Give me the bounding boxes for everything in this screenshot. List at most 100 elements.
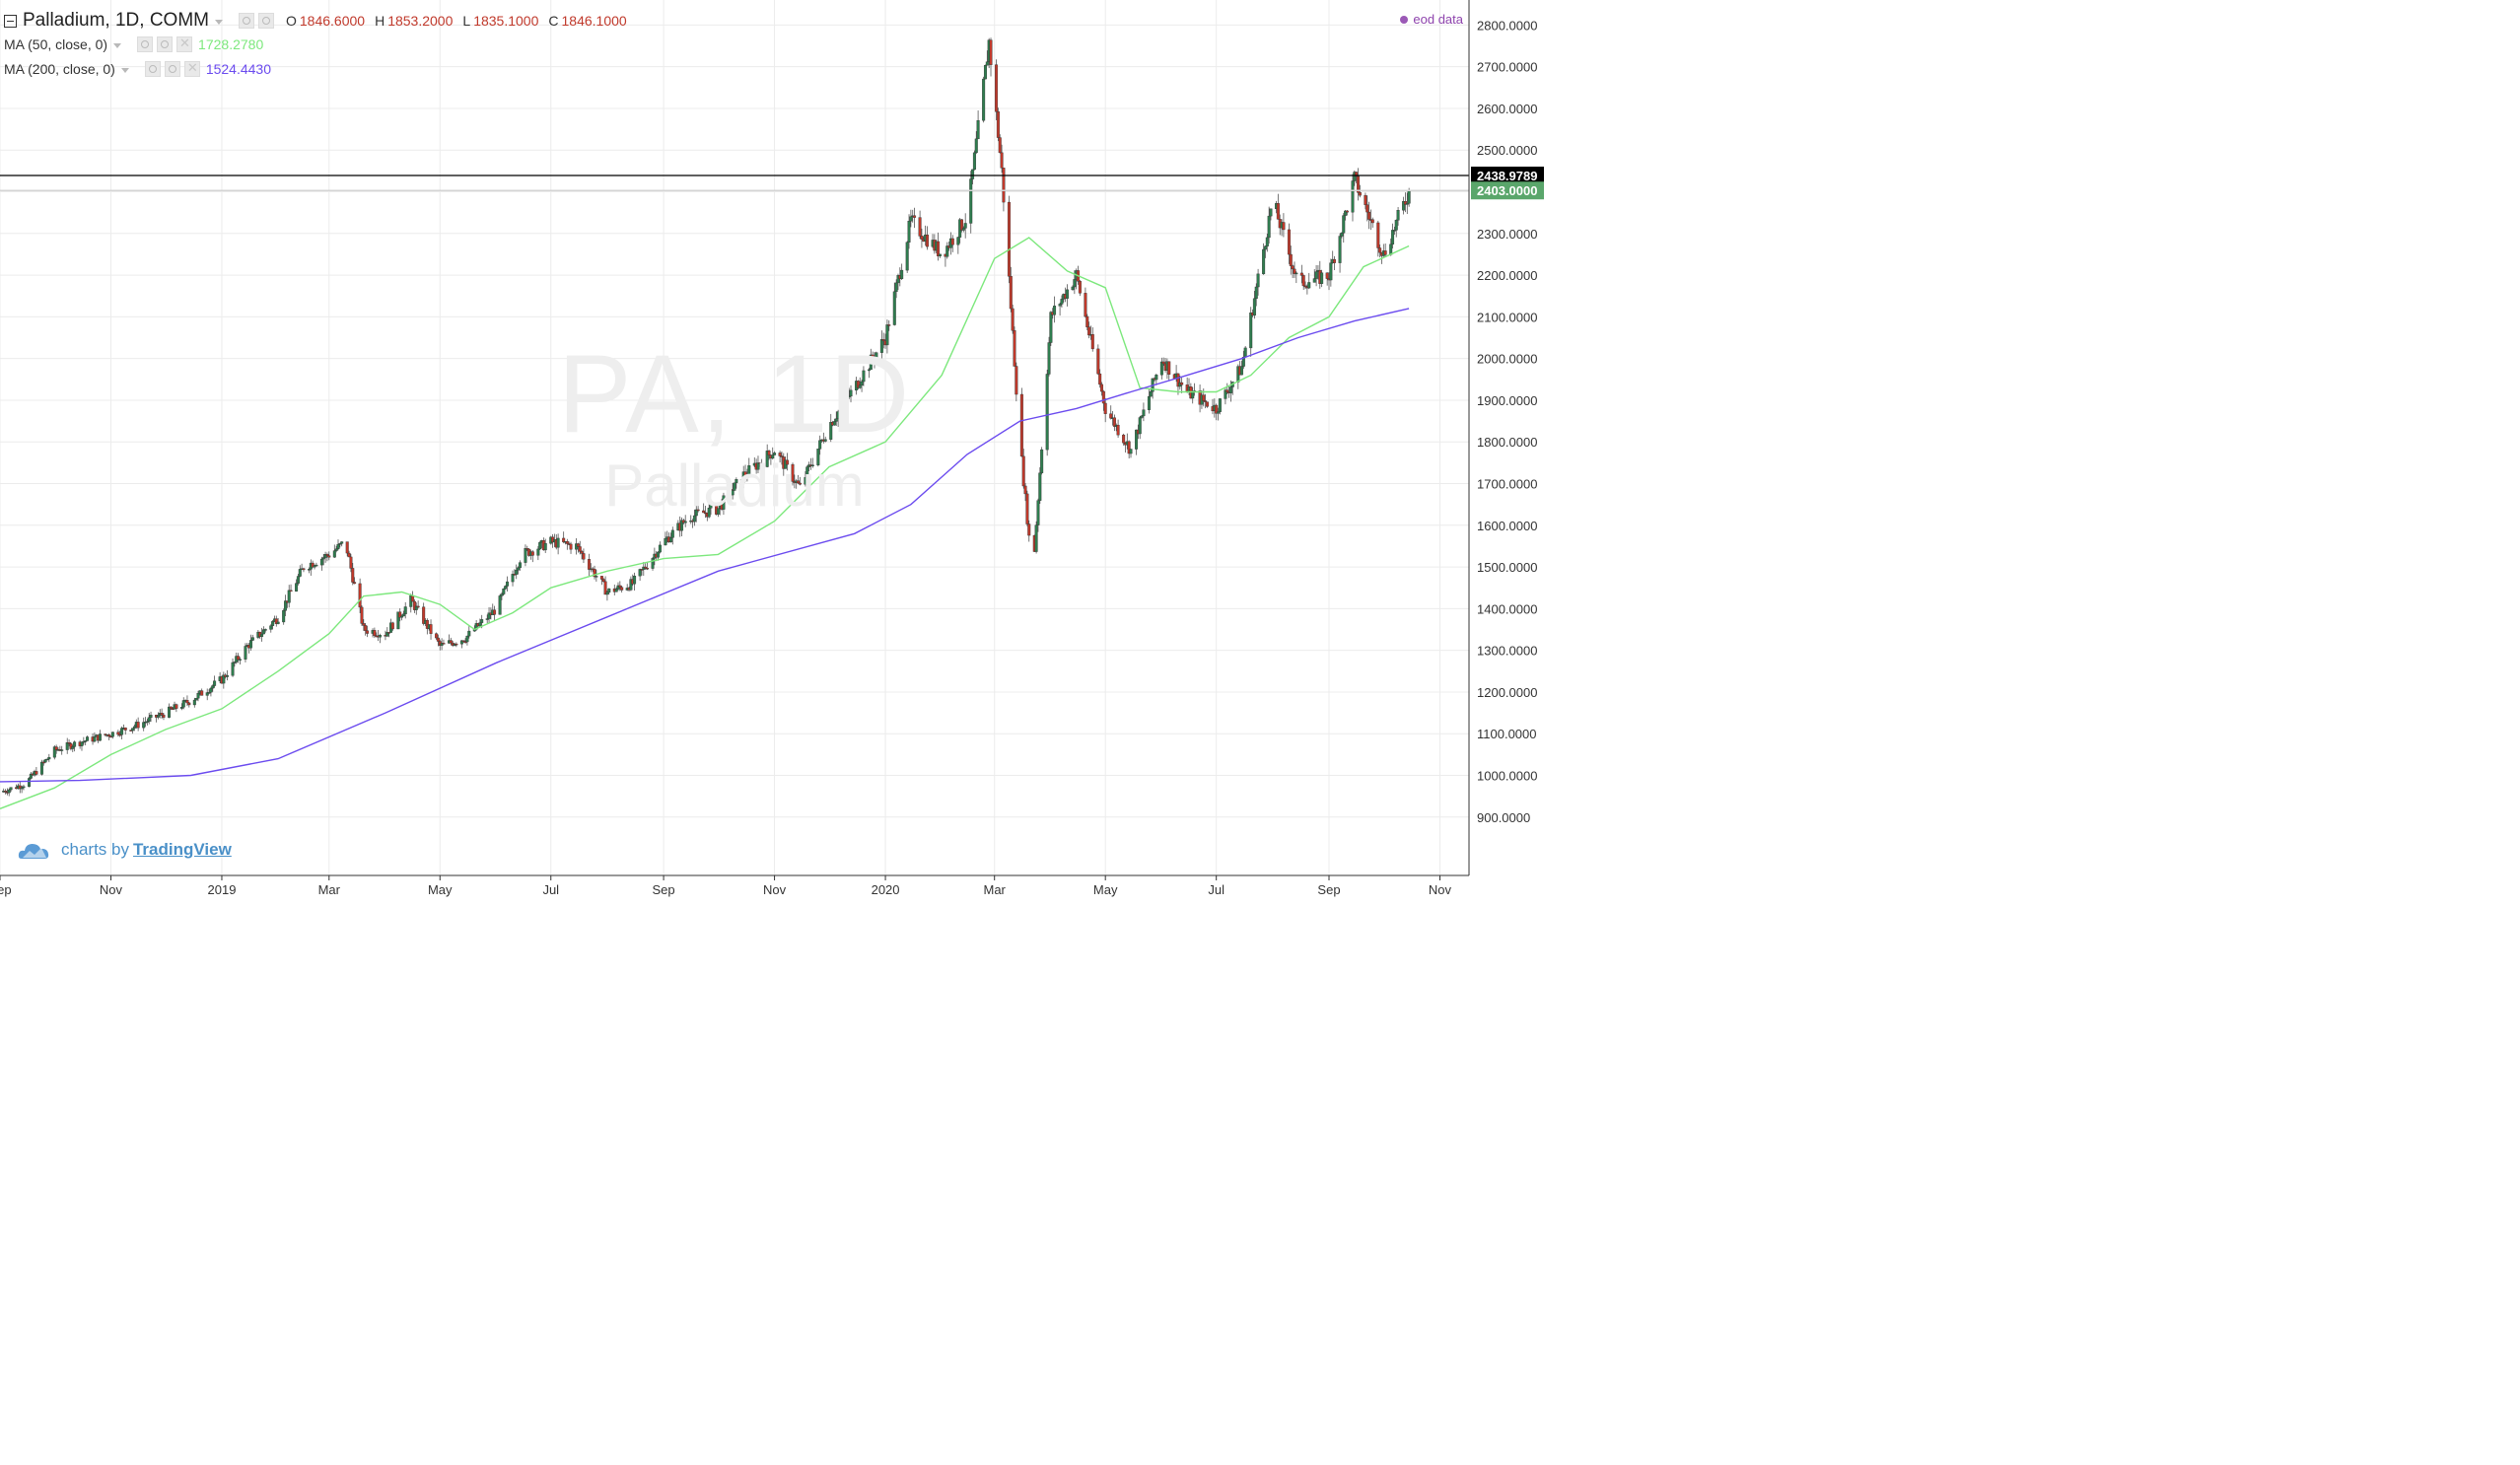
candle [505,576,509,592]
candle [504,585,508,590]
branding-prefix: charts by [61,840,129,859]
candle [327,551,331,561]
candle-body [760,463,764,467]
x-tick-label: Mar [984,882,1007,897]
ma50-label[interactable]: MA (50, close, 0) [4,36,108,52]
candle-body [576,543,580,547]
candle [401,610,405,617]
candle [429,619,433,640]
candle-body [843,395,847,403]
y-tick-label: 1300.0000 [1477,644,1537,659]
close-icon[interactable]: ✕ [183,60,200,77]
candle [780,451,784,465]
symbol-title[interactable]: Palladium, 1D, COMM [23,10,209,31]
branding[interactable]: charts by TradingView [18,839,232,861]
eye-icon[interactable] [144,61,161,77]
candle-body [963,223,967,229]
candle [231,658,235,677]
candle-body [213,680,217,686]
candle-body [1338,236,1342,263]
close-value: 1846.1000 [561,13,627,29]
candle-body [1241,357,1245,367]
candle-body [1159,361,1163,376]
candle-body [867,369,871,372]
branding-link[interactable]: TradingView [132,840,232,859]
candle [1127,440,1131,459]
candle-body [1365,204,1369,213]
candle-body [211,685,215,689]
candle-body [349,556,353,569]
status-dot-icon [1400,15,1409,24]
candle [1351,174,1355,222]
chevron-down-icon[interactable] [120,67,129,73]
candle [1009,266,1013,313]
candle-body [1345,210,1349,213]
candle [1013,326,1016,367]
candle-body [909,216,913,222]
candle-body [1394,220,1398,231]
candle [1303,281,1307,290]
candle-body [505,581,509,587]
candle-body [1307,282,1311,289]
candle [995,59,999,120]
candle-body [1243,347,1247,358]
candle [307,567,311,574]
candle-body [132,726,136,729]
candle-body [1407,190,1411,204]
price-chart[interactable]: 900.0000 1000.0000 1100.0000 1200.0000 1300.… [0,0,1546,899]
chevron-down-icon[interactable] [113,42,122,48]
candle [47,753,51,763]
candle [436,634,440,647]
ma200-label[interactable]: MA (200, close, 0) [4,61,115,77]
candle [271,619,275,630]
collapse-icon[interactable] [4,14,17,28]
candle [487,606,491,624]
candle [311,560,315,568]
eye-icon[interactable] [137,36,154,52]
candle-body [971,169,975,179]
candle-body [1218,398,1222,412]
candle-body [73,741,77,747]
candle [1147,389,1151,414]
candle [1394,219,1398,238]
candle-body [1053,306,1057,315]
candle-body [1267,215,1271,239]
candle-body [780,455,784,457]
candle [296,573,300,586]
eye-icon[interactable] [239,13,254,29]
candle [773,451,777,455]
candle [315,562,318,567]
candle [900,263,904,281]
close-icon[interactable]: ✕ [176,35,193,52]
candle [175,703,178,713]
candle [1320,269,1324,288]
candle [416,600,420,609]
candle-body [767,451,771,455]
candle [963,213,967,239]
chevron-down-icon[interactable] [215,19,223,25]
candle [683,515,687,527]
candle [983,64,987,80]
candle [791,462,795,486]
candle-body [996,111,1000,138]
candle-body [84,740,88,742]
candle [222,671,226,689]
gear-icon[interactable] [164,61,180,77]
candle [1180,377,1184,393]
candle-body [276,621,280,624]
candle-body [181,700,185,708]
candle-body [1295,272,1298,275]
candle-body [461,640,465,642]
candle-body [1147,395,1151,410]
candle-body [442,643,446,645]
candle-body [798,482,802,485]
candle-body [887,324,891,326]
candle-body [20,787,24,790]
gear-icon[interactable] [157,36,174,52]
candle-body [282,610,286,623]
candle [233,661,237,667]
candle [607,588,611,594]
candle-body [773,453,777,455]
gear-icon[interactable] [258,13,274,29]
candle [818,435,822,455]
